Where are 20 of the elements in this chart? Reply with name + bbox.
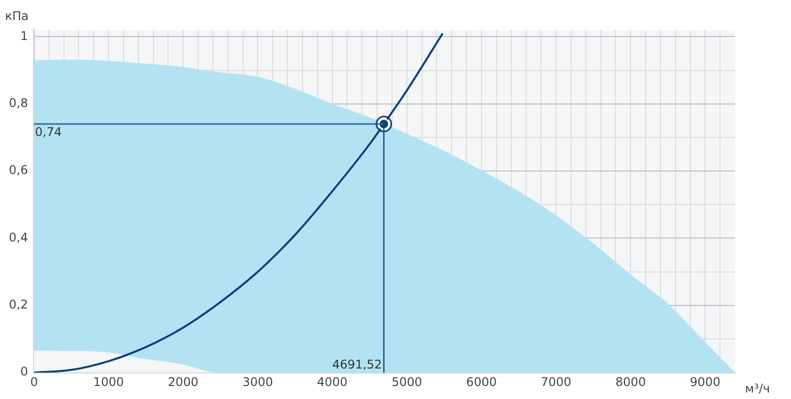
y-tick-label: 0,4: [8, 230, 28, 244]
y-tick-label: 0: [20, 364, 28, 379]
ref-line-label: 4691,52: [332, 358, 382, 372]
x-tick-label: 6000: [466, 374, 497, 389]
y-tick-label: 0,8: [8, 96, 28, 110]
x-tick-label: 9000: [690, 374, 720, 389]
ref-line-label: 0,74: [35, 125, 62, 140]
x-tick-label: 0: [30, 374, 38, 389]
y-tick-label: 1: [20, 28, 28, 43]
x-tick-label: 7000: [540, 374, 572, 389]
y-axis-title: кПа: [5, 9, 29, 24]
x-axis-title: м³/ч: [745, 382, 770, 396]
x-tick-label: 2000: [168, 374, 198, 389]
y-tick-label: 0,6: [8, 163, 28, 178]
y-tick-label: 0,2: [8, 298, 28, 312]
x-tick-label: 4000: [317, 374, 348, 389]
x-tick-label: 5000: [392, 374, 422, 389]
x-tick-label: 1000: [93, 374, 124, 389]
x-tick-label: 8000: [615, 374, 646, 389]
x-tick-label: 3000: [242, 374, 273, 389]
